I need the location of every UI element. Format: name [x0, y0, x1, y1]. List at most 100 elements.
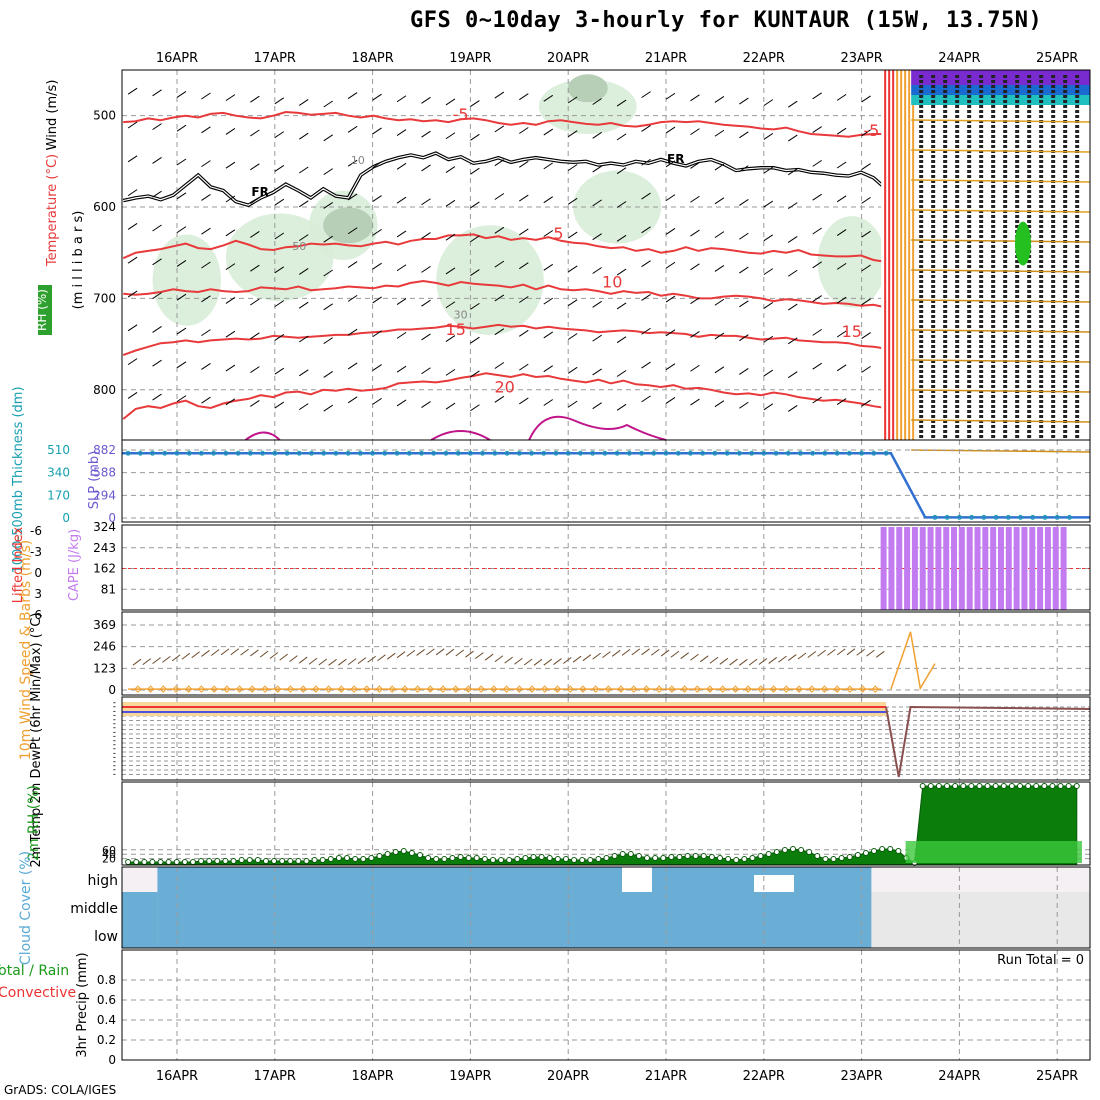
wind-barb — [567, 231, 578, 239]
wind-barb — [836, 195, 847, 203]
y-tick-label-temp: - — [113, 769, 116, 779]
wind-barb — [861, 332, 871, 340]
y-tick-label-temp: - — [113, 748, 116, 758]
x-tick-label-bottom: 23APR — [840, 1069, 882, 1084]
y-tick-label-cape: 81 — [101, 582, 116, 596]
wind-speed-marker — [591, 685, 600, 693]
wind-barb — [445, 301, 456, 309]
wind-barb — [763, 133, 774, 140]
wind-barb — [201, 193, 211, 201]
y-tick-label-temp: - — [113, 753, 116, 763]
wind-barb — [181, 652, 191, 660]
wind-speed-marker — [706, 685, 714, 693]
wind-barb — [567, 333, 578, 340]
wind-barb — [132, 658, 142, 666]
rh2m-point — [895, 848, 902, 854]
y-tick-label-temp: - — [113, 706, 116, 716]
wind-barb — [421, 333, 431, 341]
wind-barb — [714, 129, 725, 137]
wind-barb — [127, 87, 138, 95]
wind-barb — [714, 298, 725, 306]
wind-barb — [470, 167, 480, 175]
run-total-label: Run Total = 0 — [997, 953, 1084, 968]
thickness-point — [186, 450, 192, 456]
wind-barb — [861, 129, 871, 137]
rh2m-point — [976, 783, 983, 789]
wind-barb — [651, 648, 660, 656]
wind-barb — [836, 330, 847, 338]
wind-barb — [690, 263, 700, 271]
wind-speed-marker — [655, 685, 663, 693]
cape-bar — [997, 527, 1004, 610]
rh-shade — [1014, 221, 1031, 266]
wind-barb — [690, 653, 699, 661]
wind-speed-marker — [769, 685, 778, 693]
wind-barb — [470, 302, 480, 310]
wind-barb — [470, 201, 480, 209]
wind-barb — [514, 657, 523, 665]
wind-barb — [250, 366, 260, 374]
isotherm-line — [911, 389, 1091, 393]
wind-barb — [616, 133, 627, 141]
wind-barb — [176, 260, 187, 267]
x-tick-label-bottom: 22APR — [743, 1069, 785, 1084]
rh2m-point — [1017, 783, 1024, 789]
wind-barb — [494, 193, 505, 200]
wind-barb — [445, 199, 456, 207]
rh2m-point — [587, 857, 594, 863]
y-tick-label-temp: - — [113, 698, 116, 708]
thickness-point — [162, 450, 168, 456]
y-tick-label-thickness: 0 — [62, 511, 70, 525]
wind-speed-marker — [223, 685, 231, 693]
cape-bar — [904, 527, 911, 610]
wind-barb — [127, 358, 138, 366]
rh2m-point — [1033, 783, 1040, 789]
wind-speed-marker — [515, 685, 524, 693]
wind-barb — [787, 303, 798, 311]
wind-barb — [372, 161, 382, 169]
wind-barb — [318, 658, 328, 666]
wind-barb — [176, 90, 187, 98]
wind-barb — [690, 364, 700, 372]
wind-barb — [445, 166, 456, 173]
rh2m-point — [206, 858, 213, 864]
wind-barb — [171, 654, 181, 662]
wind-barb — [787, 168, 798, 176]
wind-barb — [372, 228, 382, 236]
wind-barb — [127, 392, 138, 399]
x-tick-label-top: 16APR — [156, 51, 198, 66]
thickness-point — [602, 450, 608, 456]
y-axis-label-temp: 2m Temp 2m DewPt (6hr Min/Max) (°C) — [29, 613, 44, 868]
wind-barb — [274, 232, 285, 240]
wind-barb — [347, 261, 358, 268]
rh2m-point — [441, 856, 448, 862]
wind-speed-marker — [528, 685, 536, 693]
x-tick-label-bottom: 25APR — [1036, 1069, 1078, 1084]
y-tick-label-temp: - — [113, 723, 116, 733]
wind-barb — [298, 200, 309, 208]
rh2m-point — [611, 853, 618, 859]
wind-barb — [152, 224, 162, 232]
rh-contour — [244, 415, 667, 441]
isotherm-line — [911, 359, 1091, 363]
x-tick-label-top: 17APR — [254, 51, 296, 66]
rh2m-point — [254, 857, 261, 863]
isotherm-line — [911, 299, 1091, 303]
x-tick-label-top: 19APR — [449, 51, 491, 66]
wind-barb — [778, 655, 787, 663]
thickness-point — [626, 450, 632, 456]
wind-barb — [714, 163, 725, 171]
wind-barb — [474, 652, 484, 660]
wind-speed-marker — [146, 685, 155, 693]
rh2m-point — [506, 857, 513, 863]
rh2m-point — [352, 856, 359, 862]
wind-barb — [739, 232, 749, 240]
isotherm-line — [911, 149, 1091, 153]
cape-bar — [1060, 527, 1067, 610]
wind-barb — [201, 295, 211, 303]
wind-barb — [592, 165, 602, 173]
y-tick-label-temp: - — [113, 757, 116, 767]
y-tick-label-cloud: high — [87, 873, 118, 889]
wind-barb — [861, 298, 871, 306]
wind-barb — [421, 232, 431, 239]
